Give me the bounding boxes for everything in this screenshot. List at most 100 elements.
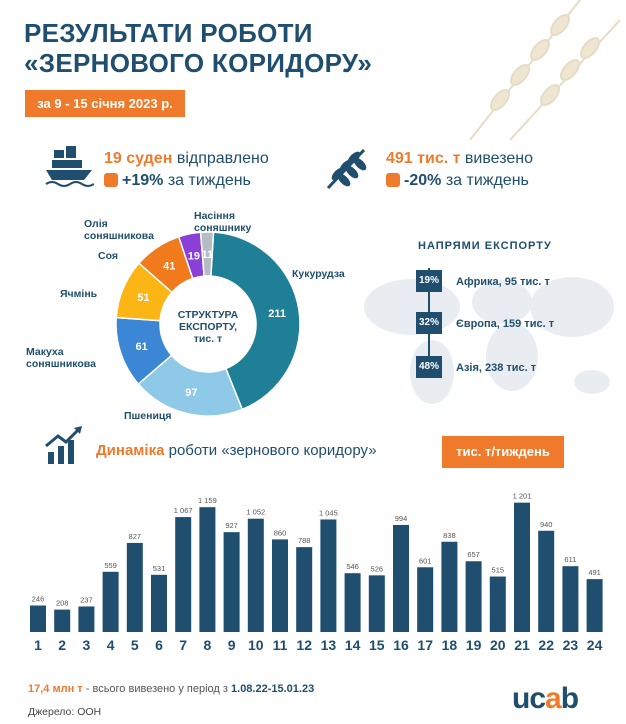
bar bbox=[175, 517, 192, 632]
bar bbox=[199, 507, 216, 632]
bar-category-label: 22 bbox=[538, 637, 554, 653]
ships-count: 19 суден bbox=[104, 150, 173, 167]
europe-pct: 32% bbox=[416, 312, 442, 334]
trend-icon bbox=[104, 173, 118, 187]
bar-category-label: 17 bbox=[417, 637, 433, 653]
bar-value-label: 601 bbox=[419, 556, 432, 565]
label-wheat: Пшениця bbox=[124, 410, 172, 422]
africa-pct: 19% bbox=[416, 270, 442, 292]
bar-value-label: 491 bbox=[588, 568, 601, 577]
donut-slice bbox=[199, 231, 215, 277]
label-corn: Кукурудза bbox=[292, 268, 345, 280]
bar-value-label: 940 bbox=[540, 520, 553, 529]
bar bbox=[54, 609, 71, 632]
donut-slice-label: 19 bbox=[188, 250, 200, 262]
bar-category-label: 6 bbox=[155, 637, 163, 653]
asia-label: Азія, 238 тис. т bbox=[456, 362, 537, 374]
bar bbox=[489, 576, 506, 632]
bar bbox=[344, 573, 361, 632]
bar-category-label: 24 bbox=[587, 637, 603, 653]
bar bbox=[272, 539, 288, 632]
ships-stat: 19 суден відправлено bbox=[104, 150, 269, 168]
bar-value-label: 515 bbox=[492, 566, 505, 575]
bar-value-label: 559 bbox=[104, 561, 117, 570]
volume-label: вивезено bbox=[464, 150, 533, 167]
dynamics-title: Динаміка роботи «зернового коридору» bbox=[96, 442, 377, 459]
donut-slice-label: 61 bbox=[135, 341, 147, 353]
weekly-dynamics-bar-chart: 246 1 208 2 237 3 559 4 827 5 531 6 1 067 7 1 159 8 927 9… bbox=[30, 492, 603, 653]
source-note: Джерело: ООН bbox=[28, 706, 102, 718]
bar-category-label: 11 bbox=[273, 637, 288, 653]
bar-category-label: 7 bbox=[179, 637, 187, 653]
bar-value-label: 657 bbox=[467, 550, 480, 559]
europe-label: Європа, 159 тис. т bbox=[456, 318, 555, 330]
label-sunflower-seeds: Насіння соняшнику bbox=[194, 210, 252, 234]
bar-category-label: 23 bbox=[563, 637, 579, 653]
bar-value-label: 860 bbox=[274, 528, 287, 537]
bar bbox=[151, 574, 167, 632]
asia-pct: 48% bbox=[416, 356, 442, 378]
bar-category-label: 4 bbox=[107, 637, 115, 653]
unit-badge: тис. т/тиждень bbox=[442, 436, 564, 468]
ships-label: відправлено bbox=[176, 150, 269, 167]
volume-stat: 491 тис. т вивезено bbox=[386, 150, 533, 168]
bar bbox=[30, 605, 46, 632]
bar-value-label: 526 bbox=[371, 564, 384, 573]
bar-category-label: 14 bbox=[345, 637, 361, 653]
dynamics-title-rest: роботи «зернового коридору» bbox=[168, 442, 377, 459]
date-badge: за 9 - 15 січня 2023 р. bbox=[25, 90, 185, 117]
export-directions-title: НАПРЯМИ ЕКСПОРТУ bbox=[418, 240, 552, 252]
bar-category-label: 16 bbox=[393, 637, 409, 653]
bar bbox=[320, 519, 337, 632]
bar-category-label: 15 bbox=[369, 637, 385, 653]
bar-category-label: 8 bbox=[204, 637, 212, 653]
total-period: 1.08.22-15.01.23 bbox=[231, 683, 315, 695]
bar-value-label: 1 052 bbox=[246, 508, 265, 517]
bar-category-label: 3 bbox=[83, 637, 91, 653]
bar bbox=[247, 518, 264, 632]
bar bbox=[368, 575, 385, 632]
africa-label: Африка, 95 тис. т bbox=[456, 276, 550, 288]
volume-change: -20% за тиждень bbox=[386, 172, 529, 190]
donut-slice-label: 97 bbox=[185, 387, 197, 399]
bar-category-label: 5 bbox=[131, 637, 139, 653]
bar bbox=[562, 566, 579, 632]
bar-category-label: 20 bbox=[490, 637, 506, 653]
bar bbox=[417, 567, 434, 632]
title-line-1: РЕЗУЛЬТАТИ РОБОТИ bbox=[24, 18, 313, 48]
title-line-2: «ЗЕРНОВОГО КОРИДОРУ» bbox=[24, 48, 373, 78]
bar bbox=[441, 541, 458, 632]
bar-value-label: 994 bbox=[395, 514, 408, 523]
growth-chart-icon bbox=[45, 426, 82, 464]
bar-category-label: 13 bbox=[321, 637, 337, 653]
bar-category-label: 2 bbox=[58, 637, 66, 653]
bar-value-label: 827 bbox=[129, 532, 142, 541]
bar bbox=[296, 547, 313, 632]
donut-slice bbox=[210, 231, 301, 411]
bar-category-label: 21 bbox=[514, 637, 530, 653]
donut-slice-label: 11 bbox=[201, 249, 213, 261]
bar bbox=[586, 579, 603, 632]
page-title: РЕЗУЛЬТАТИ РОБОТИ «ЗЕРНОВОГО КОРИДОРУ» bbox=[24, 18, 372, 78]
bar-value-label: 927 bbox=[225, 521, 238, 530]
bar-value-label: 838 bbox=[443, 531, 456, 540]
bar-value-label: 788 bbox=[298, 536, 311, 545]
bar bbox=[126, 542, 143, 632]
bar-value-label: 611 bbox=[564, 555, 576, 564]
bar-value-label: 208 bbox=[56, 599, 69, 608]
ucab-logo: ucab bbox=[512, 682, 579, 715]
dynamics-title-highlight: Динаміка bbox=[96, 442, 165, 459]
wheat-decoration bbox=[469, 0, 621, 140]
bar-value-label: 1 159 bbox=[198, 496, 217, 505]
bar-value-label: 1 067 bbox=[174, 506, 193, 515]
bar-value-label: 237 bbox=[80, 595, 93, 604]
ships-change: +19% за тиждень bbox=[104, 172, 251, 190]
bar-category-label: 9 bbox=[228, 637, 236, 653]
bar-value-label: 246 bbox=[32, 595, 45, 604]
bar-category-label: 10 bbox=[248, 637, 264, 653]
bar-category-label: 12 bbox=[296, 637, 312, 653]
donut-slice-label: 51 bbox=[137, 292, 149, 304]
total-highlight: 17,4 млн т bbox=[28, 683, 83, 695]
trend-icon bbox=[386, 173, 400, 187]
volume-change-label: за тиждень bbox=[445, 172, 529, 189]
